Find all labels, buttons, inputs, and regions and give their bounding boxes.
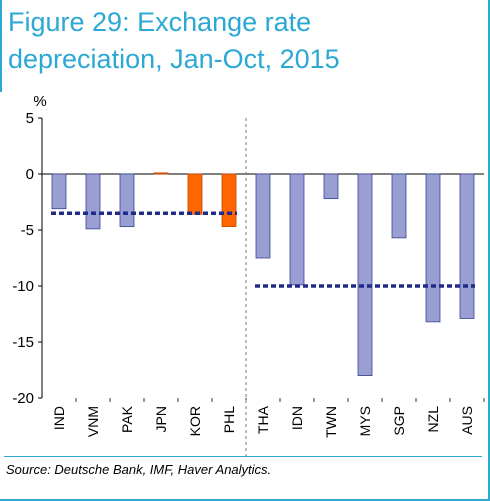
frame-edge-bottom (0, 499, 490, 501)
y-tick-label: -20 (12, 390, 34, 407)
y-tick-label: 5 (26, 110, 34, 127)
y-tick-label: -10 (12, 278, 34, 295)
bar-nzl (425, 173, 441, 323)
category-label-aus: AUS (459, 406, 475, 435)
figure-title-line-1: Figure 29: Exchange rate (8, 7, 312, 37)
y-axis-label: % (33, 93, 46, 110)
category-label-sgp: SGP (391, 406, 407, 436)
bar-tha (255, 173, 271, 259)
category-label-mys: MYS (357, 406, 373, 436)
bar-pak (119, 173, 135, 228)
category-label-phl: PHL (221, 406, 237, 433)
category-label-pak: PAK (119, 405, 135, 433)
bar-ind (51, 173, 67, 210)
average-lines-group (51, 211, 475, 288)
category-label-tha: THA (255, 405, 271, 434)
y-tick-label: -5 (21, 222, 34, 239)
bar-jpn (153, 172, 169, 175)
figure-title: Figure 29: Exchange rate depreciation, J… (8, 4, 478, 78)
source-note: Source: Deutsche Bank, IMF, Haver Analyt… (6, 462, 272, 477)
category-label-vnm: VNM (85, 406, 101, 437)
frame-edge-right (488, 0, 490, 501)
bar-mys (357, 173, 373, 377)
y-tick-label: 0 (26, 166, 34, 183)
category-label-nzl: NZL (425, 406, 441, 433)
category-label-twn: TWN (323, 406, 339, 438)
source-divider (4, 456, 482, 457)
figure-title-line-2: depreciation, Jan-Oct, 2015 (8, 44, 340, 74)
category-label-ind: IND (51, 406, 67, 430)
bar-idn (289, 173, 305, 286)
category-label-kor: KOR (187, 406, 203, 436)
category-label-idn: IDN (289, 406, 305, 430)
tick-labels-group: 5 0 -5 -10 -15 -20% IND VNM PAK JPN KOR PHL THA IDN TW… (12, 93, 475, 438)
bar-kor (187, 173, 203, 215)
category-label-jpn: JPN (153, 406, 169, 432)
frame-edge-left (0, 0, 2, 92)
bar-aus (459, 173, 475, 319)
bar-phl (221, 173, 237, 228)
y-tick-label: -15 (12, 334, 34, 351)
bar-sgp (391, 173, 407, 239)
bars-group (51, 172, 475, 377)
bar-vnm (85, 173, 101, 230)
bar-twn (323, 173, 339, 200)
